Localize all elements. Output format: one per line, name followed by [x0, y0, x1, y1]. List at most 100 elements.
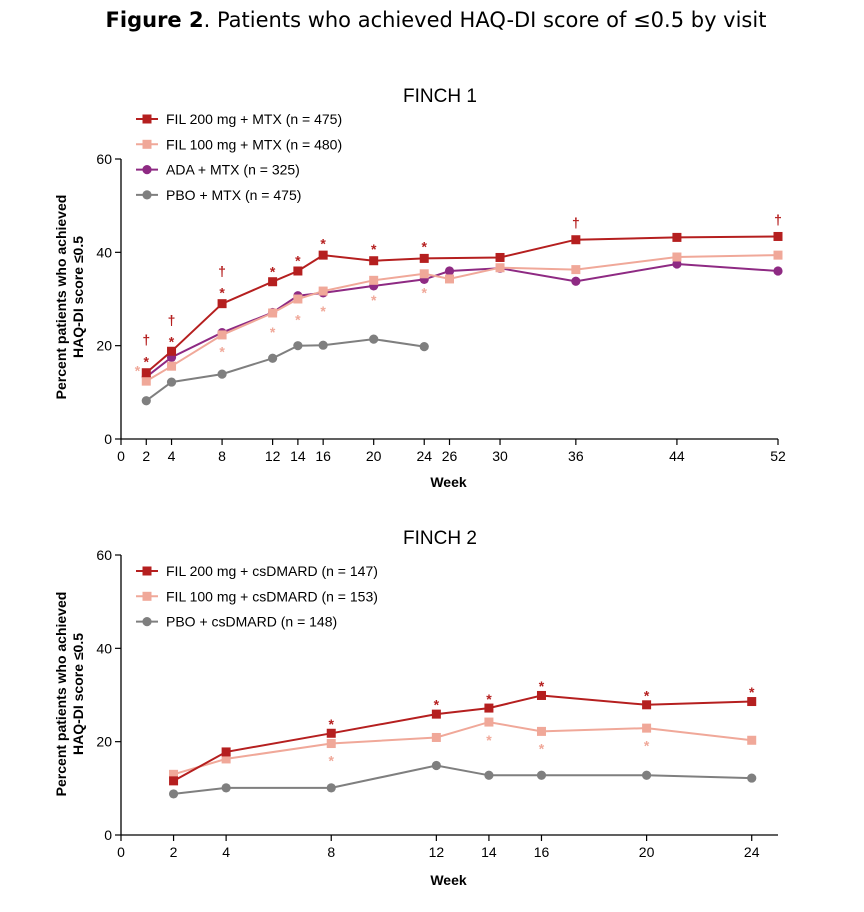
- data-point: [326, 728, 336, 738]
- series-line: [173, 694, 752, 782]
- x-tick-label: 0: [117, 448, 125, 464]
- significance-asterisk: *: [539, 678, 545, 694]
- significance-asterisk: *: [295, 311, 301, 327]
- x-tick-label: 20: [366, 448, 382, 464]
- data-point: [773, 266, 783, 276]
- significance-asterisk: *: [329, 716, 335, 732]
- x-tick-label: 14: [481, 844, 497, 860]
- data-point: [536, 690, 546, 700]
- data-point: [495, 263, 505, 273]
- data-point: [773, 231, 783, 241]
- data-point: [536, 770, 547, 780]
- legend-entry: FIL 100 mg + MTX (n = 480): [166, 136, 342, 152]
- data-point: [141, 396, 151, 406]
- data-point: [444, 266, 455, 276]
- data-point: [326, 783, 336, 793]
- legend-marker: [142, 114, 152, 124]
- data-point: [431, 760, 441, 771]
- data-point: [326, 739, 336, 749]
- significance-asterisk: *: [434, 697, 440, 713]
- significance-dagger: †: [142, 332, 150, 348]
- x-axis-label: Week: [430, 474, 467, 490]
- data-point: [484, 770, 494, 780]
- data-point: [318, 340, 328, 350]
- significance-dagger: †: [168, 312, 176, 328]
- data-point: [445, 274, 454, 284]
- data-point: [221, 747, 231, 757]
- data-point: [672, 252, 682, 262]
- x-tick-label: 24: [744, 844, 760, 860]
- data-point: [642, 700, 652, 710]
- legend-marker: [142, 591, 152, 601]
- data-point: [642, 770, 652, 780]
- data-point: [642, 723, 652, 733]
- y-axis-label-line1: Percent patients who achieved: [53, 592, 69, 797]
- data-point: [571, 265, 581, 275]
- chart-title: FINCH 2: [403, 528, 477, 549]
- significance-asterisk: *: [295, 253, 301, 269]
- legend-marker: [142, 190, 152, 200]
- legend-entry: FIL 100 mg + csDMARD (n = 153): [166, 588, 378, 604]
- series-2: [169, 717, 757, 779]
- x-tick-label: 16: [534, 844, 550, 860]
- data-point: [318, 286, 328, 296]
- series-line: [173, 721, 752, 776]
- significance-asterisk: *: [169, 334, 175, 350]
- series-line: [145, 338, 425, 402]
- legend-marker: [142, 566, 152, 576]
- y-tick-label: 20: [96, 338, 112, 354]
- data-point: [217, 299, 227, 309]
- series-line: [145, 235, 779, 374]
- x-tick-label: 8: [218, 448, 226, 464]
- y-axis-label: Percent patients who achievedHAQ-DI scor…: [53, 195, 86, 400]
- series-1: [141, 231, 783, 378]
- significance-asterisk: *: [422, 285, 428, 301]
- data-point: [217, 330, 227, 340]
- data-point: [369, 275, 379, 285]
- legend-entry: FIL 200 mg + MTX (n = 475): [166, 111, 342, 127]
- legend-entry: PBO + csDMARD (n = 148): [166, 614, 337, 630]
- data-point: [484, 717, 494, 727]
- x-tick-label: 30: [492, 448, 508, 464]
- significance-dagger: †: [774, 212, 782, 228]
- y-axis-label: Percent patients who achievedHAQ-DI scor…: [53, 592, 86, 797]
- data-point: [318, 250, 328, 260]
- significance-dagger: †: [218, 263, 226, 279]
- data-point: [431, 732, 441, 742]
- legend-marker: [142, 617, 152, 627]
- y-axis-label-line2: HAQ-DI score ≤0.5: [70, 633, 86, 755]
- data-point: [536, 726, 546, 736]
- data-point: [168, 789, 179, 799]
- legend-entry: FIL 200 mg + csDMARD (n = 147): [166, 563, 378, 579]
- significance-asterisk: *: [219, 285, 225, 301]
- data-point: [495, 252, 505, 262]
- legend-entry: PBO + MTX (n = 475): [166, 187, 301, 203]
- data-point: [747, 697, 757, 707]
- x-tick-label: 16: [315, 448, 331, 464]
- data-point: [747, 773, 757, 783]
- data-point: [369, 256, 379, 266]
- x-tick-label: 4: [168, 448, 176, 464]
- y-axis-label-line1: Percent patients who achieved: [53, 195, 69, 400]
- data-point: [268, 277, 278, 287]
- data-point: [293, 266, 303, 276]
- data-point: [167, 346, 177, 356]
- data-point: [672, 259, 682, 269]
- data-point: [141, 376, 151, 386]
- x-tick-label: 14: [290, 448, 306, 464]
- data-point: [268, 353, 278, 363]
- figure-title: Figure 2. Patients who achieved HAQ-DI s…: [0, 8, 864, 32]
- data-point: [169, 776, 179, 786]
- chart-title: FINCH 1: [403, 86, 477, 107]
- y-tick-label: 20: [96, 734, 112, 750]
- data-point: [217, 369, 227, 379]
- significance-asterisk: *: [371, 241, 377, 257]
- data-point: [672, 232, 682, 242]
- legend-marker: [142, 165, 152, 175]
- data-point: [747, 735, 757, 745]
- y-tick-label: 0: [104, 827, 112, 843]
- data-point: [571, 276, 581, 286]
- x-tick-label: 52: [770, 448, 786, 464]
- series-3: [141, 259, 783, 382]
